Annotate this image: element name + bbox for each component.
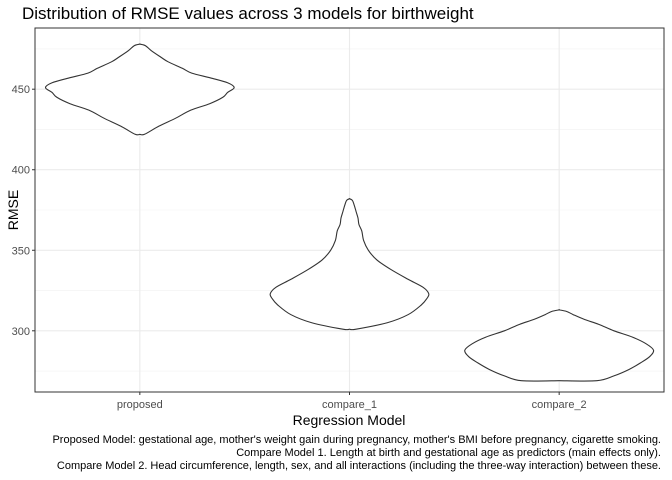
violin-compare-1 xyxy=(269,197,430,331)
y-tick-label: 350 xyxy=(12,245,30,257)
caption-line-proposed: Proposed Model: gestational age, mother'… xyxy=(52,434,661,446)
caption-line-compare-2: Compare Model 2. Head circumference, len… xyxy=(57,460,661,472)
violin-compare-2 xyxy=(464,309,655,382)
y-tick-label: 400 xyxy=(12,165,30,177)
y-axis-title: RMSE xyxy=(5,190,21,230)
y-tick-label: 300 xyxy=(12,326,30,338)
chart-title: Distribution of RMSE values across 3 mod… xyxy=(22,4,474,23)
x-tick-label-compare-1: compare_1 xyxy=(322,399,377,411)
violins xyxy=(44,43,655,382)
x-tick-label-compare-2: compare_2 xyxy=(532,399,587,411)
caption-line-compare-1: Compare Model 1. Length at birth and ges… xyxy=(236,447,661,459)
x-tick-label-proposed: proposed xyxy=(117,399,163,411)
y-axis-ticks: 300 350 400 450 xyxy=(12,84,35,338)
x-axis-title: Regression Model xyxy=(293,412,406,428)
y-tick-label: 450 xyxy=(12,84,30,96)
violin-proposed xyxy=(44,43,235,136)
x-axis-ticks: proposed compare_1 compare_2 xyxy=(117,392,587,411)
